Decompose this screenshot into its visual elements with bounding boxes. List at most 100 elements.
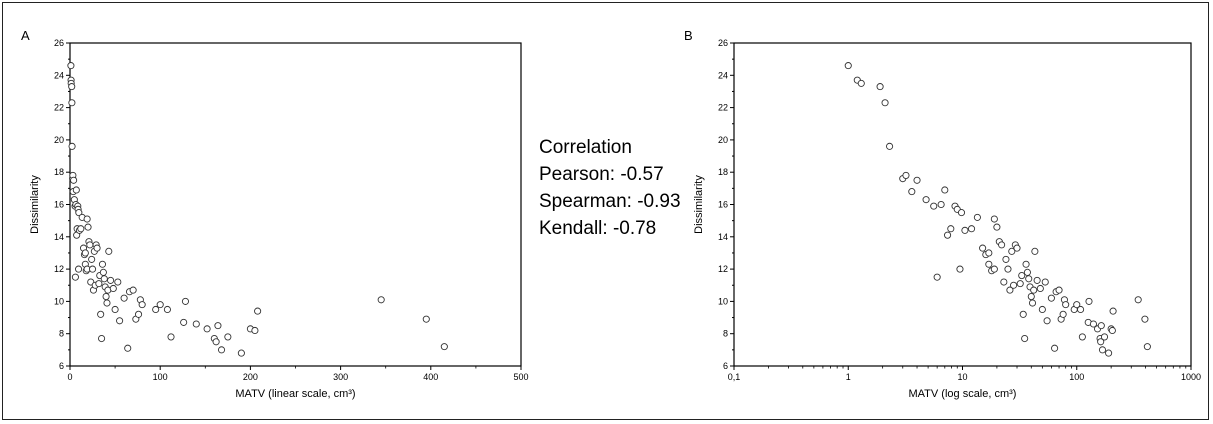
data-point xyxy=(1043,317,1051,325)
data-point xyxy=(1134,296,1142,304)
data-point xyxy=(116,317,124,325)
correlation-title: Correlation xyxy=(539,137,632,158)
data-point xyxy=(1008,247,1016,255)
data-point xyxy=(203,325,211,333)
data-point xyxy=(902,171,910,179)
data-point xyxy=(973,213,981,221)
data-point xyxy=(913,176,921,184)
y-tick-label: 20 xyxy=(718,135,728,145)
data-point xyxy=(1021,334,1029,343)
data-point xyxy=(377,296,385,304)
x-tick-label: 10 xyxy=(957,372,967,382)
data-point xyxy=(1036,284,1044,293)
data-point xyxy=(68,83,76,91)
panel-b-letter: B xyxy=(684,28,693,43)
data-point xyxy=(237,349,245,357)
data-point xyxy=(922,196,930,204)
y-tick-label: 26 xyxy=(54,38,64,48)
data-point xyxy=(97,310,105,318)
data-point xyxy=(993,223,1001,231)
data-point xyxy=(930,202,938,210)
data-point xyxy=(251,326,259,335)
data-point xyxy=(886,142,894,150)
data-point xyxy=(138,301,146,309)
data-point xyxy=(163,305,171,314)
data-point xyxy=(985,249,993,257)
data-point xyxy=(192,320,200,328)
data-point xyxy=(84,223,92,231)
data-point xyxy=(70,176,78,184)
data-point xyxy=(109,284,117,293)
data-point xyxy=(908,188,916,196)
data-point xyxy=(944,231,952,239)
x-tick-label: 1000 xyxy=(1181,372,1201,382)
x-tick-label: 300 xyxy=(333,372,348,382)
y-tick-label: 20 xyxy=(54,135,64,145)
data-point xyxy=(985,260,993,268)
data-point xyxy=(107,276,115,284)
data-point xyxy=(103,299,111,307)
data-point xyxy=(100,275,108,283)
y-tick-label: 22 xyxy=(54,103,64,113)
data-point xyxy=(1078,333,1086,341)
data-point xyxy=(1000,278,1008,286)
data-point xyxy=(152,305,160,314)
data-point xyxy=(941,186,949,194)
data-point xyxy=(990,215,998,223)
y-tick-label: 14 xyxy=(54,232,64,242)
data-point xyxy=(114,278,122,286)
data-point xyxy=(1059,310,1067,318)
data-point xyxy=(1019,310,1027,318)
data-point xyxy=(81,249,89,257)
data-point xyxy=(1031,247,1039,255)
data-point xyxy=(71,273,79,281)
data-point xyxy=(1109,307,1117,315)
y-axis-title: Dissimilarity xyxy=(29,175,41,234)
data-point xyxy=(111,305,119,314)
x-tick-label: 1 xyxy=(846,372,851,382)
data-point xyxy=(1023,268,1031,276)
data-point xyxy=(124,344,132,352)
data-point xyxy=(967,225,976,233)
correlation-box: Correlation Pearson: -0.57 Spearman: -0.… xyxy=(539,134,681,242)
data-point xyxy=(98,260,107,268)
data-point xyxy=(83,215,91,223)
data-point xyxy=(1018,272,1026,280)
data-point xyxy=(1004,265,1012,273)
data-point xyxy=(68,142,76,150)
data-point xyxy=(75,209,83,217)
kendall-value: Kendall: -0.78 xyxy=(539,218,657,239)
data-point xyxy=(990,265,998,273)
x-tick-label: 500 xyxy=(513,372,528,382)
data-point xyxy=(67,62,75,70)
x-tick-label: 100 xyxy=(153,372,168,382)
y-tick-label: 26 xyxy=(718,38,728,48)
data-point xyxy=(956,265,964,273)
x-tick-label: 0,1 xyxy=(728,372,741,382)
data-point xyxy=(77,225,85,233)
data-point xyxy=(181,297,190,305)
data-point xyxy=(105,247,113,255)
data-point xyxy=(979,244,987,252)
data-point xyxy=(68,99,76,107)
y-tick-label: 10 xyxy=(54,296,64,306)
x-axis-title: MATV (linear scale, cm³) xyxy=(235,388,355,400)
data-point xyxy=(1077,305,1085,314)
data-point xyxy=(1100,333,1109,341)
panel-a-letter: A xyxy=(21,28,30,43)
data-point xyxy=(167,333,175,341)
y-tick-label: 18 xyxy=(54,167,64,177)
data-point xyxy=(1097,322,1105,330)
data-point xyxy=(88,255,96,263)
data-point xyxy=(89,265,97,273)
data-point xyxy=(1022,260,1030,268)
data-point xyxy=(1038,305,1046,314)
y-axis-title: Dissimilarity xyxy=(693,175,705,234)
y-tick-label: 12 xyxy=(54,264,64,274)
data-point xyxy=(440,343,448,351)
data-point xyxy=(95,280,103,288)
data-point xyxy=(957,209,966,217)
data-point xyxy=(961,226,969,234)
data-point xyxy=(998,241,1006,249)
